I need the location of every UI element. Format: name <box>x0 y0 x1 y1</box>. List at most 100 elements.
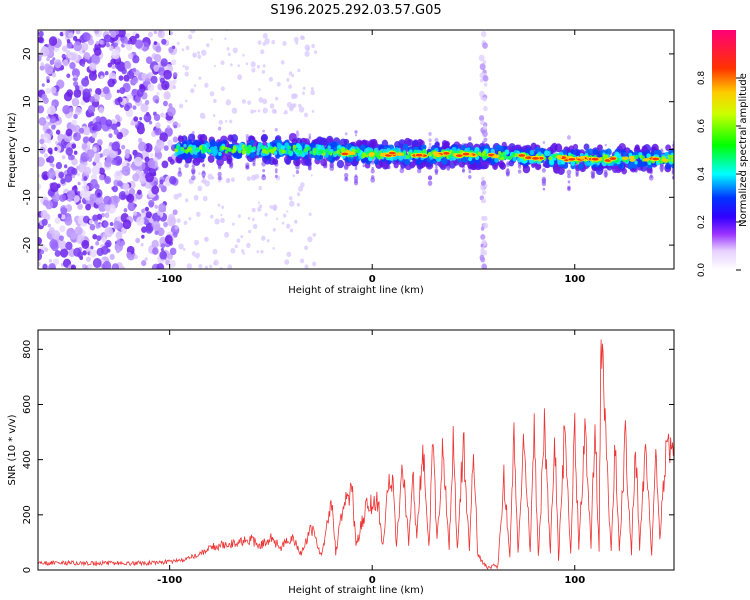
spectrogram-cell <box>99 153 103 158</box>
spectrogram-cell <box>295 148 299 153</box>
spectrogram-cell <box>192 52 197 58</box>
spectrogram-cell <box>417 168 422 174</box>
spectrogram-cell <box>132 173 140 182</box>
spectrogram-cell <box>76 172 81 177</box>
spectrogram-cell <box>226 47 230 51</box>
spectrogram-cell <box>517 165 522 169</box>
spectrogram-cell <box>422 148 427 155</box>
spectrogram-cell <box>245 134 249 138</box>
spectrogram-cell <box>71 174 76 179</box>
spectrogram-cell <box>591 173 595 178</box>
spectrogram-cell <box>667 154 672 159</box>
spectrogram-cell <box>362 152 367 158</box>
spectrogram-cell <box>275 170 278 174</box>
spectrogram-cell <box>38 236 42 245</box>
spectrogram-cell <box>251 217 255 222</box>
snr-series-line <box>38 339 674 570</box>
spectrogram-cell <box>158 203 167 213</box>
spectrogram-cell <box>480 176 485 181</box>
spectrogram-cell <box>340 151 350 157</box>
spectrogram-cell <box>184 65 190 71</box>
spectrogram-cell <box>504 149 510 155</box>
spectrogram-cell <box>492 154 499 159</box>
spectrogram-cell <box>69 51 79 62</box>
spectrogram-cell <box>303 154 309 160</box>
spectrogram-cell <box>322 152 326 157</box>
spectrogram-cell <box>479 78 484 83</box>
spectrogram-cell <box>220 86 225 92</box>
spectrogram-cell <box>156 91 160 96</box>
spectrogram-cell <box>129 35 137 45</box>
spectrogram-cell <box>51 124 56 130</box>
spectrogram-cell <box>534 162 542 171</box>
spectrogram-cell <box>468 175 472 180</box>
spectrogram-cell <box>77 203 83 210</box>
spectrogram-cell <box>113 128 119 135</box>
spectrogram-cell <box>166 125 171 129</box>
spectrogram-cell <box>303 148 308 153</box>
spectrogram-cell <box>126 32 131 38</box>
spectrogram-cell <box>102 260 112 269</box>
spectrogram-cell <box>98 202 107 213</box>
spectrogram-cell <box>92 233 98 240</box>
spectrogram-cell <box>241 99 246 104</box>
spectrogram-cell <box>116 89 120 94</box>
spectrogram-cell <box>149 218 154 224</box>
spectrogram-cell <box>106 42 110 48</box>
spectrogram-cell <box>319 150 323 154</box>
spectrogram-cell <box>245 62 249 66</box>
spectrogram-cell <box>185 153 190 159</box>
spectrogram-cell <box>128 188 136 196</box>
spectrogram-cell <box>319 154 324 160</box>
spectrogram-cell <box>116 121 121 127</box>
spectrogram-cell <box>634 160 638 165</box>
spectrogram-cell <box>198 264 203 269</box>
spectrogram-cell <box>100 75 104 80</box>
spectrogram-cell <box>482 198 487 204</box>
spectrogram-cell <box>248 229 252 234</box>
spectrogram-cell <box>38 183 42 191</box>
spectrogram-cell <box>174 225 179 230</box>
spectrogram-cell <box>183 220 188 225</box>
spectrogram-cell <box>118 191 127 201</box>
spectrogram-cell <box>172 72 178 78</box>
spectrogram-cell <box>427 175 433 181</box>
spectrogram-cell <box>275 217 279 221</box>
spectrogram-cell <box>304 44 311 51</box>
spectrogram-cell <box>286 78 290 82</box>
spectrogram-cell <box>531 156 540 161</box>
spectrogram-cell <box>480 185 485 191</box>
spectrogram-cell <box>329 162 335 168</box>
spectrogram-cell <box>154 230 159 235</box>
spectrogram-cell <box>73 247 82 257</box>
spectrogram-cell <box>191 130 195 135</box>
spectrogram-cell <box>96 139 103 146</box>
spectrogram-cell <box>483 215 488 222</box>
spectrogram-cell <box>138 123 144 130</box>
spectrogram-cell <box>529 149 535 156</box>
spectrogram-cell <box>649 174 653 178</box>
spectrogram-cell <box>38 105 45 114</box>
spectrogram-cell <box>73 88 82 98</box>
spectrogram-cell <box>195 252 201 258</box>
spectrogram-cell <box>100 117 108 125</box>
snr-y-label: SNR (10 * v/v) <box>7 414 18 485</box>
spectrogram-cell <box>159 236 167 246</box>
spectrogram-cell <box>281 221 285 225</box>
spectrogram-cell <box>639 160 646 168</box>
spectrogram-cell <box>90 245 94 250</box>
spectrogram-cell <box>172 45 176 50</box>
spectrogram-cell <box>480 243 484 248</box>
spectrogram-cell <box>414 152 424 158</box>
spectrogram-cell <box>274 127 278 132</box>
colorbar-tick-label: 0.4 <box>697 167 707 182</box>
spectrogram-cell <box>163 91 171 100</box>
spectrogram-cell <box>283 213 287 218</box>
spectrogram-cell <box>169 159 175 165</box>
spectrogram-cell <box>505 172 510 177</box>
spectrogram-cell <box>202 148 207 154</box>
spectrogram-cell <box>481 263 487 269</box>
spectrogram-cell <box>451 150 455 155</box>
spectrogram-cell <box>234 244 238 249</box>
spectrogram-cell <box>482 130 488 138</box>
